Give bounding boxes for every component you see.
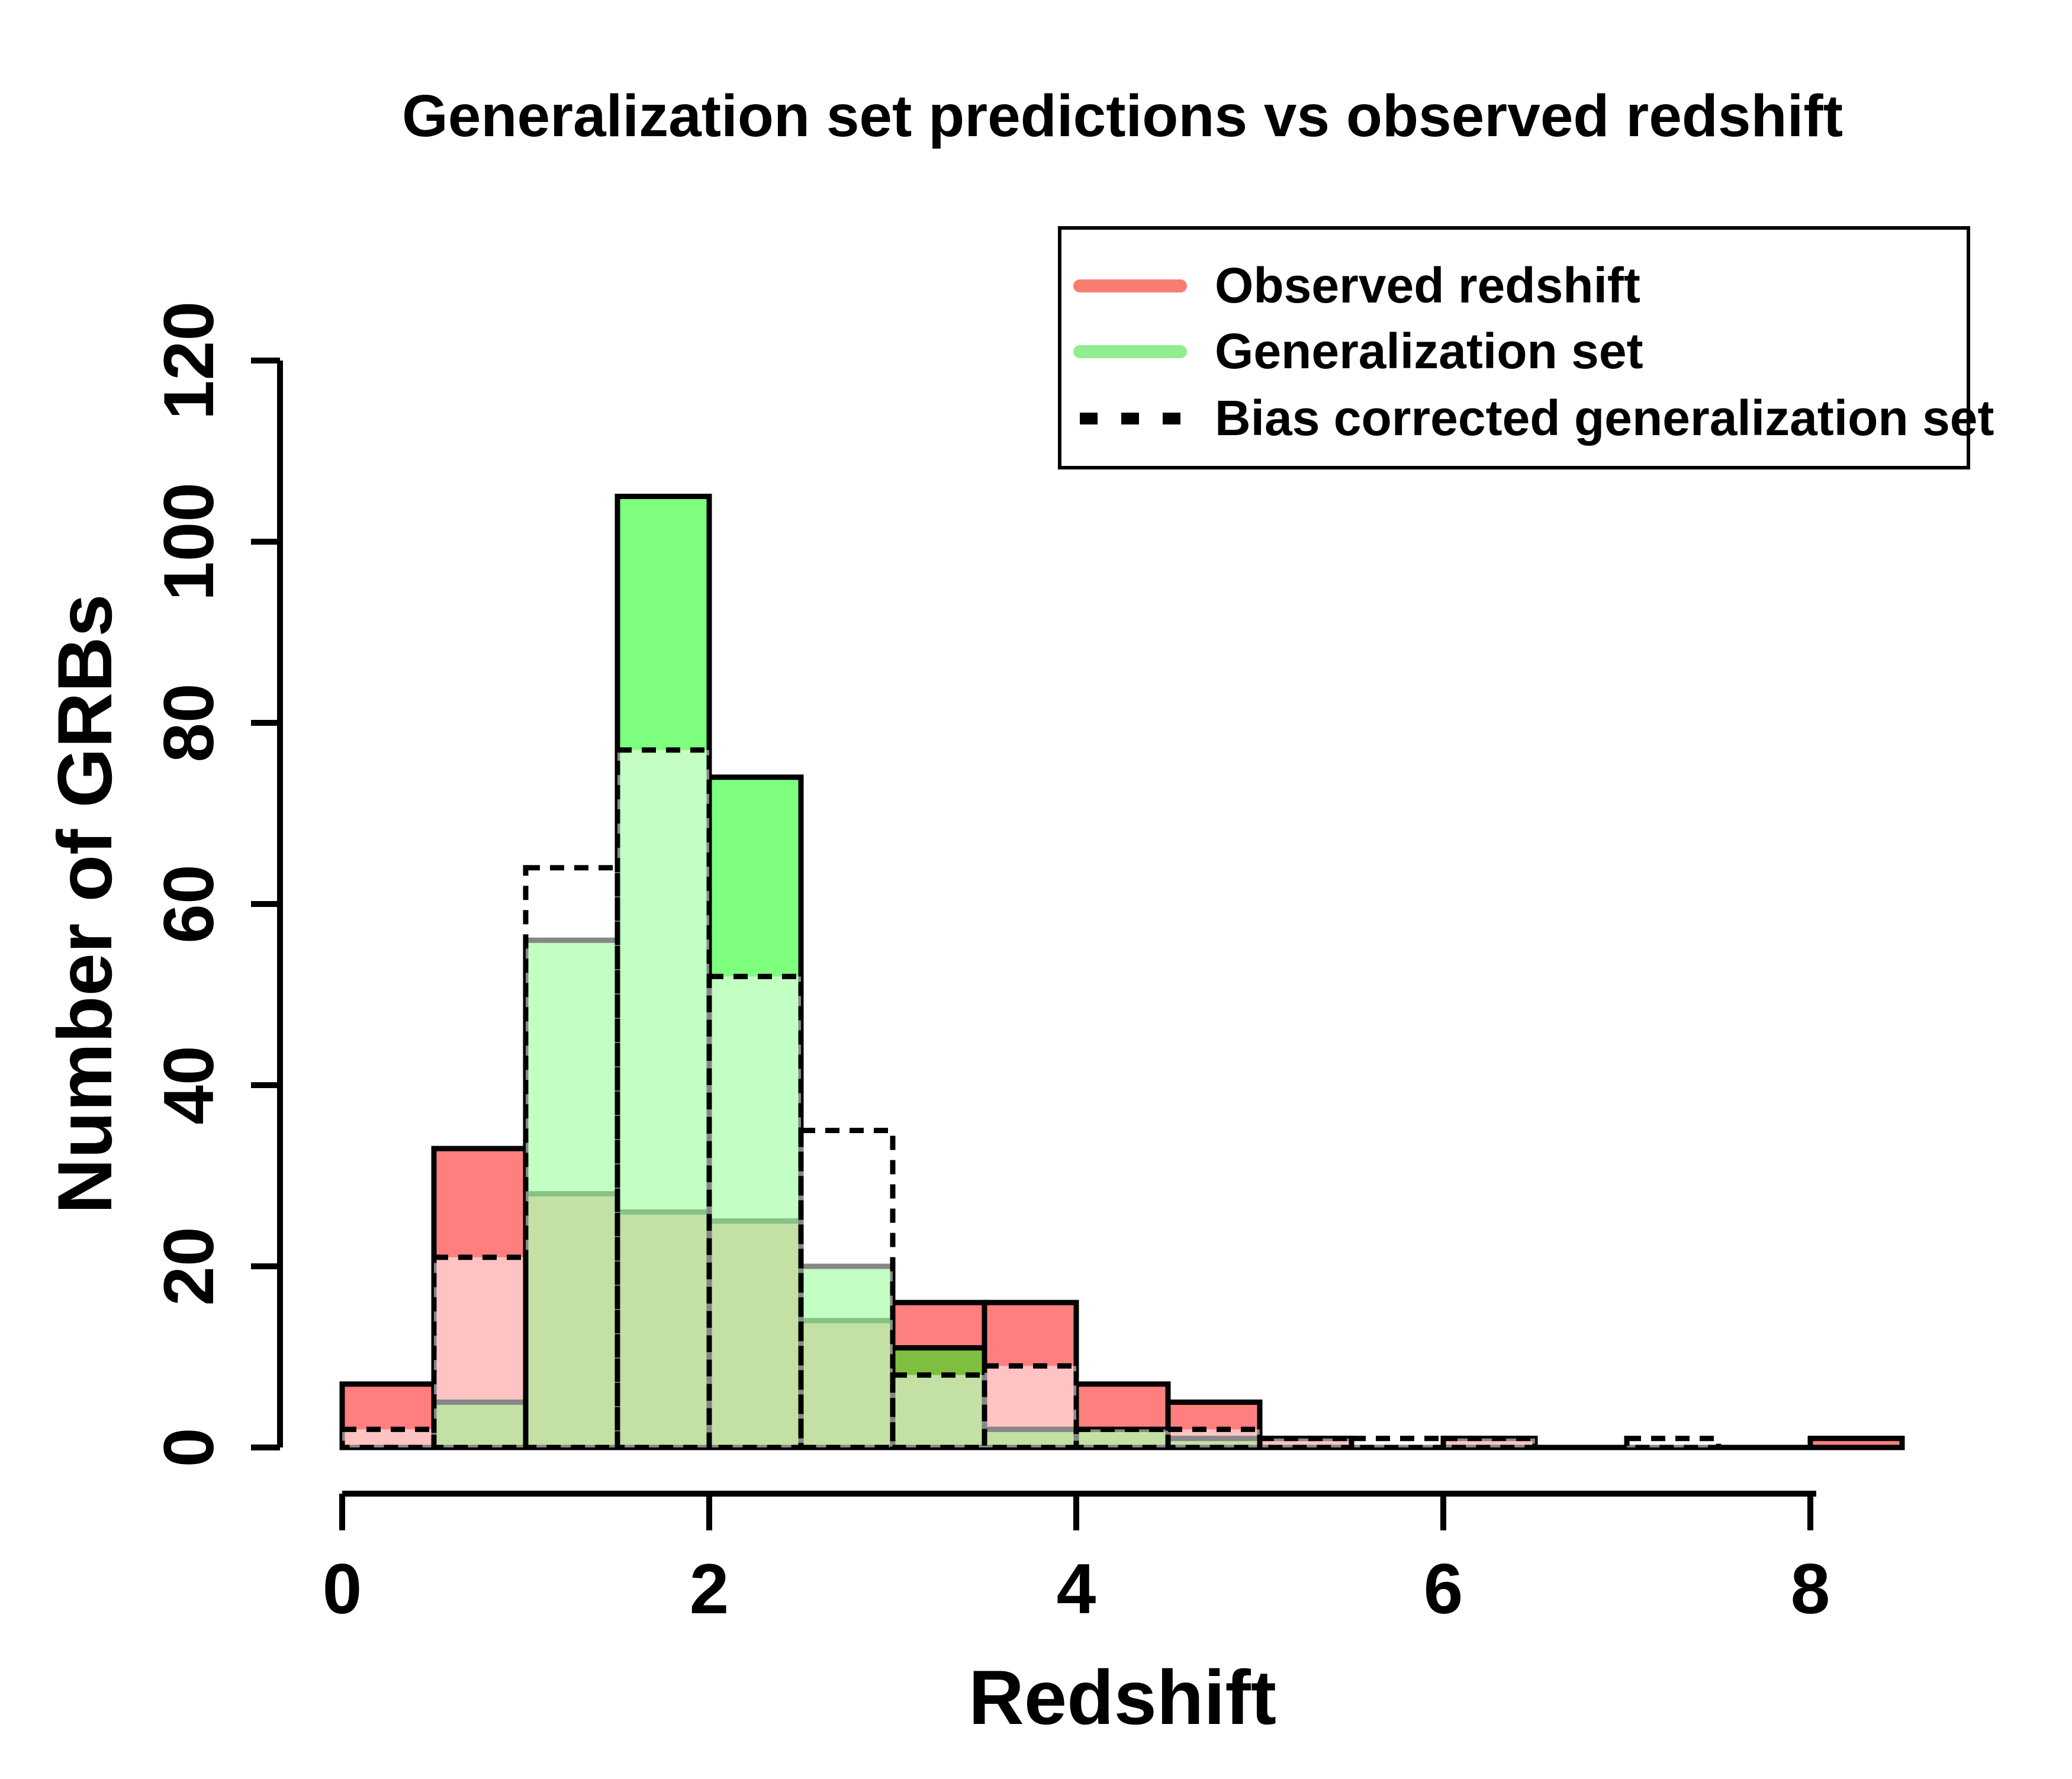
bar-bias-outline-bin-12 (1440, 1436, 1538, 1450)
legend-item-observed: Observed redshift (1073, 258, 1640, 313)
x-tick-label-8: 8 (1791, 1549, 1830, 1629)
bar-bias-fill-bin-2 (526, 867, 617, 1447)
bar-bias-outline-bin-2 (523, 865, 620, 1450)
bar-bias-fill-bin-6 (893, 1375, 984, 1447)
bar-bias-outline-bin-0 (339, 1426, 437, 1450)
y-tick-label-0: 0 (149, 1428, 229, 1468)
y-tick-label-60: 60 (149, 864, 229, 943)
x-tick-label-0: 0 (323, 1549, 362, 1629)
bar-bias-fill-bin-9 (1168, 1429, 1260, 1447)
y-tick-label-80: 80 (149, 683, 229, 762)
bar-bias-outline-bin-7 (982, 1363, 1079, 1450)
x-tick-label-2: 2 (690, 1549, 729, 1629)
bar-bias-outline-bin-10 (1257, 1436, 1354, 1450)
legend-label-bias-corrected: Bias corrected generalization set (1215, 390, 1994, 446)
bar-bias-outline-bin-8 (1073, 1426, 1171, 1450)
x-tick-label-6: 6 (1424, 1549, 1463, 1629)
bar-bias-fill-bin-1 (434, 1257, 526, 1447)
x-tick-label-4: 4 (1057, 1549, 1096, 1629)
bar-bias-fill-bin-7 (984, 1366, 1076, 1447)
bar-observed-bin-16 (1807, 1436, 1905, 1450)
bar-bias-outline-bin-1 (431, 1254, 529, 1450)
legend-item-generalization: Generalization set (1073, 323, 1643, 379)
x-axis-label: Redshift (969, 1654, 1276, 1741)
y-tick-label-100: 100 (149, 482, 229, 601)
bar-bias-outline-bin-5 (798, 1128, 896, 1450)
bar-bias-fill-bin-5 (801, 1130, 893, 1447)
y-tick-label-120: 120 (149, 301, 229, 420)
legend-label-observed: Observed redshift (1215, 258, 1640, 313)
legend-item-bias-corrected: Bias corrected generalization set (1080, 390, 1994, 446)
y-axis-label: Number of GRBs (41, 594, 128, 1214)
bar-bias-outline-bin-11 (1349, 1436, 1446, 1450)
legend: Observed redshift Generalization set Bia… (1058, 226, 1994, 469)
bar-bias-fill-bin-3 (617, 749, 709, 1447)
legend-label-generalization: Generalization set (1215, 323, 1643, 379)
bar-bias-fill-bin-0 (342, 1429, 434, 1447)
y-tick-label-20: 20 (149, 1227, 229, 1305)
plot-area: 0 20 40 60 80 100 120 0 2 4 6 8 (149, 301, 1905, 1629)
bar-bias-fill-bin-8 (1076, 1429, 1168, 1447)
legend-box (1058, 226, 1970, 469)
y-tick-label-40: 40 (149, 1045, 229, 1124)
chart-title: Generalization set predictions vs observ… (402, 83, 1843, 149)
bar-bias-fill-bin-4 (709, 976, 801, 1447)
bar-bias-outline-bin-14 (1624, 1436, 1722, 1450)
